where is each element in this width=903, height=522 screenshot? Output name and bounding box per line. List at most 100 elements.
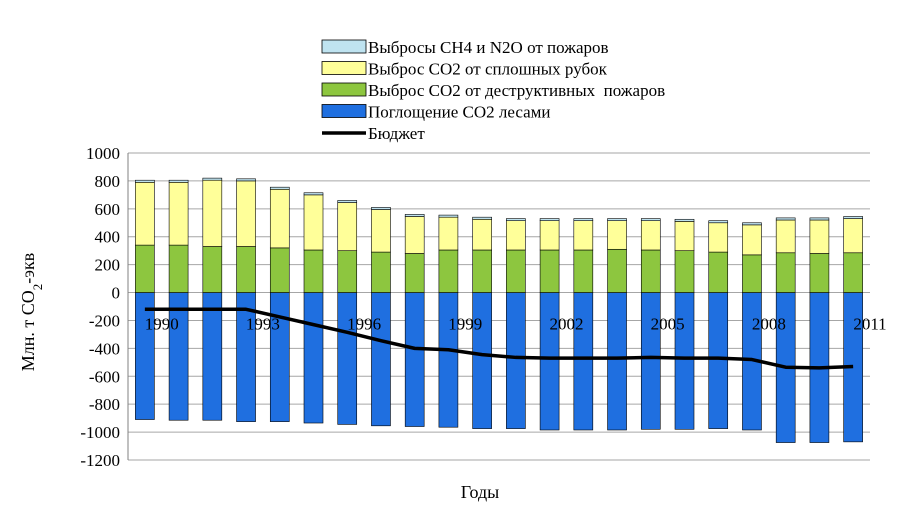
bar-segment-3-1991 <box>168 182 189 246</box>
bar-segment-4-1994 <box>269 186 290 190</box>
bar-segment-1-2006 <box>674 292 695 430</box>
bar-segment-2-1998 <box>404 253 425 293</box>
bar-segment-3-1994 <box>269 188 290 249</box>
chart-legend: Выбросы CH4 и N2O от пожаров Выброс CO2 о… <box>321 38 665 143</box>
y-tick-label: -1200 <box>80 451 120 470</box>
bar-segment-1-1997 <box>371 292 391 427</box>
y-tick-label: 600 <box>95 200 121 219</box>
bar-segment-1-1991 <box>168 292 189 421</box>
x-axis-ticks: 1990 1993 1996 1999 2002 2005 2008 2011 <box>145 315 887 334</box>
bar-segment-4-1990 <box>135 179 155 183</box>
bar-segment-3-2003 <box>573 220 594 251</box>
bar-segment-1-1995 <box>303 292 324 424</box>
y-tick-label: -1000 <box>80 423 120 442</box>
legend-item: Выброс CO2 от сплошных рубок <box>321 60 608 79</box>
x-tick-label: 1993 <box>246 315 280 334</box>
bar-segment-4-2002 <box>539 218 560 221</box>
bar-segment-2-2007 <box>708 251 729 293</box>
bar-segment-4-2004 <box>607 218 627 221</box>
bar-segment-3-2010 <box>809 219 830 254</box>
bar-segment-2-2003 <box>573 249 594 293</box>
y-tick-label: -200 <box>89 311 120 330</box>
bar-segment-4-2007 <box>708 220 729 224</box>
bar-segment-2-1997 <box>371 251 391 293</box>
x-tick-label: 2008 <box>752 315 786 334</box>
bar-segment-1-2002 <box>539 292 560 431</box>
bar-segment-3-2000 <box>472 218 492 251</box>
chart-bars <box>135 177 863 443</box>
bar-segment-2-2010 <box>809 253 830 293</box>
bar-segment-3-2007 <box>708 222 729 253</box>
legend-item: Поглощение CO2 лесами <box>321 103 550 122</box>
bar-segment-3-2009 <box>775 219 796 254</box>
bar-segment-1-2001 <box>506 292 526 429</box>
x-tick-label: 1990 <box>145 315 179 334</box>
legend-swatch <box>321 82 367 97</box>
x-tick-label: 2002 <box>549 315 583 334</box>
bar-segment-2-1994 <box>269 247 290 293</box>
x-tick-label: 2011 <box>853 315 886 334</box>
legend-label: Выброс CO2 от деструктивных пожаров <box>368 81 665 100</box>
bar-segment-2-1999 <box>438 249 459 293</box>
y-tick-label: 0 <box>112 284 121 303</box>
budget-line <box>144 307 854 370</box>
y-tick-label: -600 <box>89 367 120 386</box>
bar-segment-1-2003 <box>573 292 594 431</box>
bar-segment-4-1995 <box>303 192 324 196</box>
bar-segment-4-2005 <box>640 218 661 221</box>
legend-item: Выброс CO2 от деструктивных пожаров <box>321 81 665 100</box>
legend-label: Выброс CO2 от сплошных рубок <box>368 60 608 79</box>
bar-segment-4-1996 <box>337 200 358 203</box>
bar-segment-1-1996 <box>337 292 358 425</box>
x-tick-label: 1999 <box>448 315 482 334</box>
x-tick-label: 1996 <box>347 315 381 334</box>
bar-segment-3-2006 <box>674 221 695 251</box>
bar-segment-2-1993 <box>236 246 256 293</box>
legend-label: Поглощение CO2 лесами <box>368 103 550 122</box>
y-axis-ticks: 1000 800 600 400 200 0 -200 -400 -600 -800 -1000 -1… <box>80 144 120 470</box>
legend-label: Выбросы CH4 и N2O от пожаров <box>368 38 609 57</box>
legend-label: Бюджет <box>368 124 425 143</box>
legend-item: Бюджет <box>322 124 425 143</box>
bar-segment-2-1990 <box>135 244 155 293</box>
bar-segment-4-2010 <box>809 217 830 221</box>
bar-segment-4-1998 <box>404 214 425 217</box>
bar-segment-4-2000 <box>472 216 492 220</box>
bar-segment-3-1999 <box>438 216 459 251</box>
bar-segment-4-2003 <box>573 218 594 221</box>
bar-segment-3-2011 <box>843 218 863 254</box>
bar-segment-4-2006 <box>674 218 695 222</box>
bar-segment-2-1991 <box>168 244 189 293</box>
budget-line-layer <box>144 307 854 370</box>
bar-segment-2-2001 <box>506 249 526 293</box>
bar-segment-2-1995 <box>303 249 324 293</box>
bar-segment-1-2007 <box>708 292 729 429</box>
bar-segment-3-2004 <box>607 220 627 250</box>
bar-segment-4-1992 <box>202 177 223 181</box>
bar-segment-4-2001 <box>506 218 526 221</box>
y-tick-label: 400 <box>95 228 121 247</box>
bar-segment-4-1999 <box>438 214 459 218</box>
x-axis-title: Годы <box>461 482 500 502</box>
y-tick-label: -400 <box>89 339 120 358</box>
legend-swatch <box>321 104 367 118</box>
y-tick-label: 1000 <box>86 144 120 163</box>
y-tick-label: 200 <box>95 256 121 275</box>
y-tick-label: -800 <box>89 395 120 414</box>
bar-segment-1-2004 <box>607 292 627 431</box>
bar-segment-1-1999 <box>438 292 459 428</box>
bar-segment-4-2009 <box>775 217 796 221</box>
bar-segment-2-2002 <box>539 249 560 293</box>
legend-swatch <box>321 39 367 54</box>
bar-segment-2-2008 <box>742 254 762 293</box>
bar-segment-3-1998 <box>404 216 425 254</box>
bar-segment-4-1993 <box>236 178 256 182</box>
bar-segment-3-1990 <box>135 182 155 246</box>
y-tick-label: 800 <box>95 172 121 191</box>
bar-segment-2-1996 <box>337 250 358 293</box>
bar-segment-1-2000 <box>472 292 492 429</box>
bar-segment-1-1994 <box>269 292 290 422</box>
bar-segment-3-1995 <box>303 194 324 251</box>
bar-segment-2-2006 <box>674 250 695 293</box>
bar-segment-1-1992 <box>202 292 223 421</box>
